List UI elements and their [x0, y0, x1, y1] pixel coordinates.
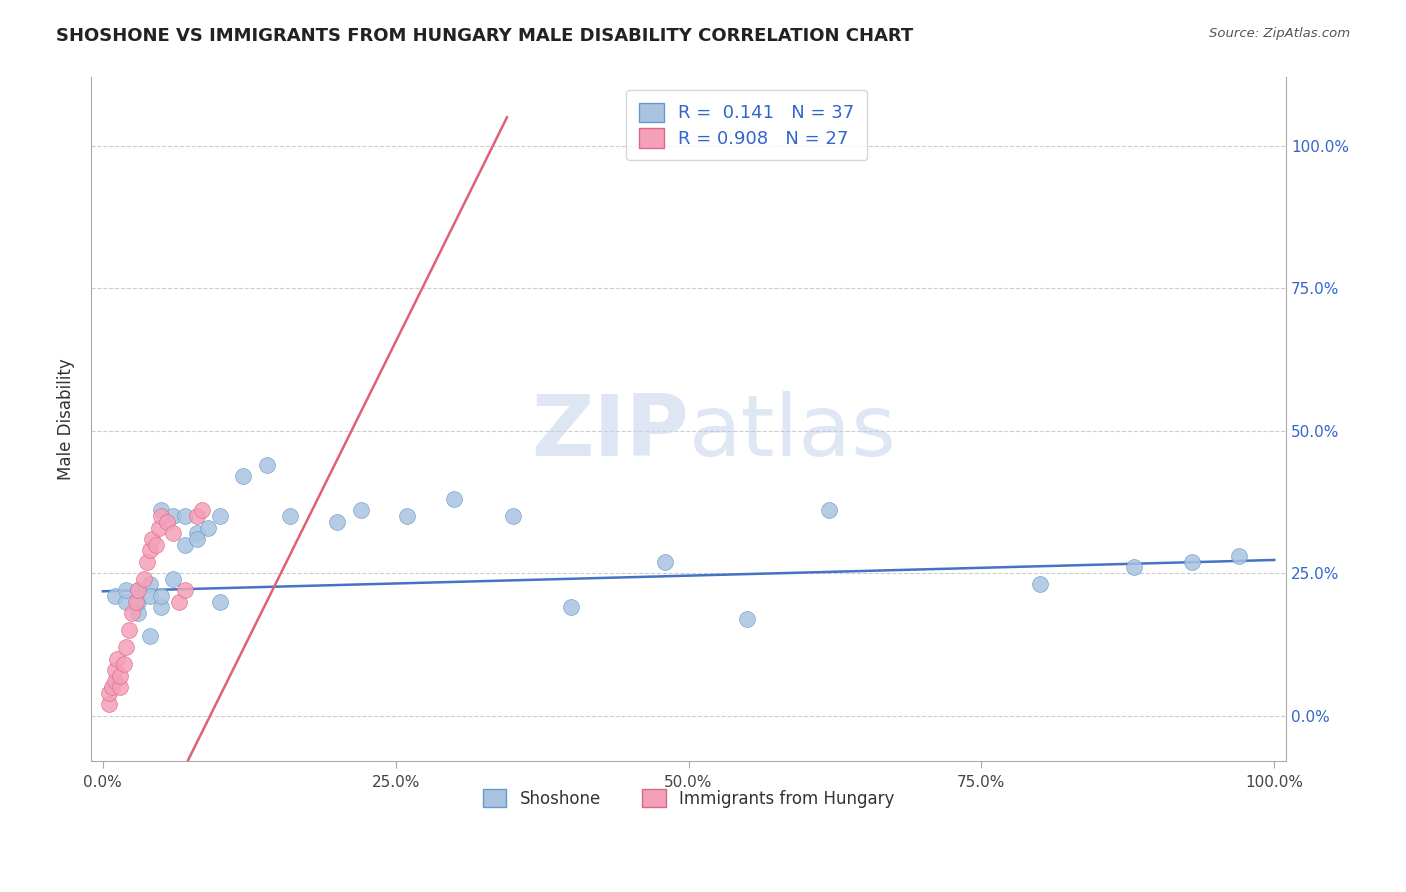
Point [173, 583, 195, 598]
Point [115, 594, 138, 608]
Point [138, 589, 160, 603]
Point [141, 532, 163, 546]
Point [256, 458, 278, 472]
Point [186, 532, 208, 546]
Point [1122, 560, 1144, 574]
Point [1029, 577, 1052, 591]
Point [110, 680, 132, 694]
Point [97, 697, 120, 711]
Point [148, 520, 170, 534]
Point [121, 606, 143, 620]
Point [654, 555, 676, 569]
Point [197, 520, 219, 534]
Point [103, 589, 125, 603]
Point [150, 600, 173, 615]
Point [278, 509, 301, 524]
Legend: Shoshone, Immigrants from Hungary: Shoshone, Immigrants from Hungary [477, 782, 901, 814]
Point [145, 538, 167, 552]
Point [112, 657, 135, 672]
Point [560, 600, 582, 615]
Text: atlas: atlas [689, 392, 897, 475]
Text: SHOSHONE VS IMMIGRANTS FROM HUNGARY MALE DISABILITY CORRELATION CHART: SHOSHONE VS IMMIGRANTS FROM HUNGARY MALE… [56, 27, 914, 45]
Point [156, 515, 179, 529]
Point [162, 509, 184, 524]
Point [127, 594, 149, 608]
Point [138, 629, 160, 643]
Point [191, 503, 214, 517]
Point [150, 589, 173, 603]
Point [186, 509, 208, 524]
Point [127, 606, 149, 620]
Point [186, 526, 208, 541]
Point [110, 668, 132, 682]
Point [326, 515, 349, 529]
Point [132, 572, 155, 586]
Point [396, 509, 419, 524]
Point [127, 583, 149, 598]
Point [138, 577, 160, 591]
Point [167, 594, 190, 608]
Point [97, 686, 120, 700]
Point [115, 583, 138, 598]
Text: Source: ZipAtlas.com: Source: ZipAtlas.com [1209, 27, 1350, 40]
Point [138, 543, 160, 558]
Point [735, 612, 758, 626]
Point [162, 572, 184, 586]
Point [124, 594, 146, 608]
Point [173, 538, 195, 552]
Point [162, 526, 184, 541]
Point [150, 509, 173, 524]
Point [173, 509, 195, 524]
Point [232, 469, 254, 483]
Point [105, 651, 128, 665]
Point [136, 555, 159, 569]
Point [502, 509, 524, 524]
Point [103, 674, 125, 689]
Point [150, 503, 173, 517]
Point [208, 594, 231, 608]
Point [443, 491, 465, 506]
Point [103, 663, 125, 677]
Point [1227, 549, 1250, 563]
Point [115, 640, 138, 654]
Point [1181, 555, 1204, 569]
Text: ZIP: ZIP [531, 392, 689, 475]
Point [349, 503, 371, 517]
Point [818, 503, 841, 517]
Point [127, 583, 149, 598]
Point [208, 509, 231, 524]
Point [101, 680, 124, 694]
Y-axis label: Male Disability: Male Disability [58, 359, 75, 480]
Point [117, 623, 139, 637]
